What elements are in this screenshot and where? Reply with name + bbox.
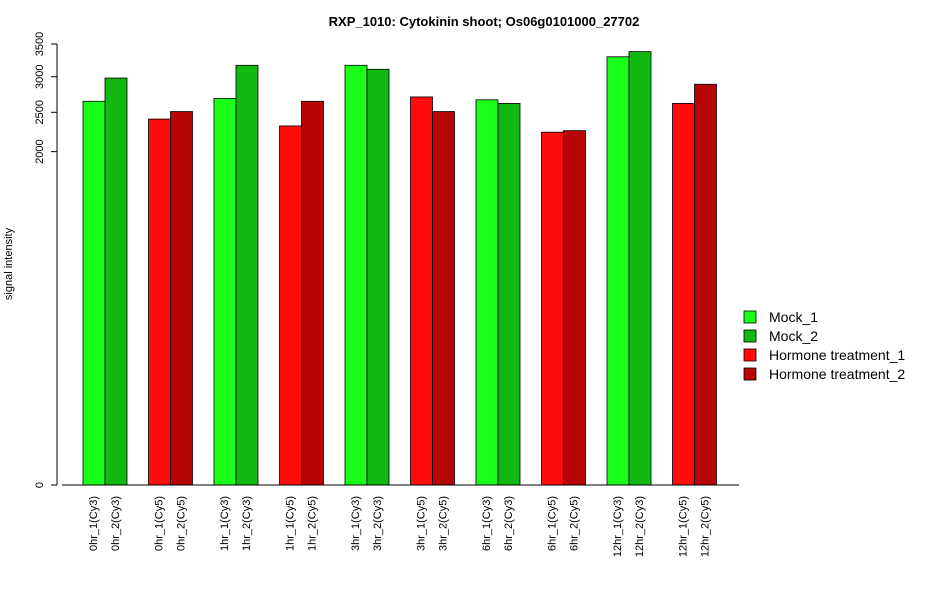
bar (104, 77, 128, 486)
x-tick-label: 6hr_2(Cy3) (503, 496, 515, 551)
legend: Mock_1 Mock_2 Hormone treatment_1 Hormone t… (743, 309, 905, 382)
bar (563, 130, 586, 486)
y-tick-label: 3500 (34, 32, 46, 56)
y-tick-label: 3000 (34, 64, 46, 88)
y-tick-label: 2500 (34, 100, 46, 124)
x-tick-label: 1hr_1(Cy3) (219, 496, 231, 551)
x-tick-label: 12hr_1(Cy3) (612, 496, 624, 557)
x-tick-label: 6hr_1(Cy5) (546, 496, 558, 551)
legend-swatch (743, 310, 757, 324)
x-tick-label: 0hr_1(Cy5) (153, 496, 165, 551)
legend-label: Hormone treatment_2 (769, 366, 905, 382)
legend-swatch (743, 348, 757, 362)
bar (541, 131, 564, 486)
y-tick-label: 0 (34, 482, 46, 488)
x-axis: 0hr_1(Cy3) 0hr_2(Cy3) 0hr_1(Cy5) 0hr_2(Cy5)… (62, 484, 739, 557)
bar (694, 83, 717, 486)
x-tick-label: 1hr_1(Cy5) (284, 496, 296, 551)
bar (475, 99, 499, 486)
legend-item: Mock_1 (743, 309, 818, 325)
bar (628, 51, 652, 486)
y-axis-label: signal intensity (3, 227, 15, 300)
bar (606, 56, 630, 486)
x-tick-label: 1hr_2(Cy5) (306, 496, 318, 551)
bar (235, 64, 259, 486)
x-tick-label: 3hr_2(Cy3) (372, 496, 384, 551)
bar (170, 111, 193, 486)
bar (279, 125, 302, 486)
y-tick-label: 2000 (34, 139, 46, 163)
legend-swatch (743, 367, 757, 381)
bar (497, 103, 521, 486)
legend-label: Mock_1 (769, 309, 818, 325)
x-tick-label: 12hr_1(Cy5) (677, 496, 689, 557)
x-tick-label: 3hr_1(Cy5) (415, 496, 427, 551)
x-tick-label: 6hr_1(Cy3) (481, 496, 493, 551)
bar (366, 68, 390, 486)
legend-label: Mock_2 (769, 328, 818, 344)
legend-label: Hormone treatment_1 (769, 347, 905, 363)
bar (344, 64, 368, 486)
bar (301, 100, 324, 486)
bar (672, 103, 695, 486)
chart-title: RXP_1010: Cytokinin shoot; Os06g0101000_… (329, 14, 640, 29)
x-tick-label: 0hr_2(Cy3) (110, 496, 122, 551)
bar (148, 118, 171, 486)
x-tick-label: 12hr_2(Cy5) (699, 496, 711, 557)
x-tick-label: 3hr_2(Cy5) (437, 496, 449, 551)
x-tick-label: 0hr_2(Cy5) (175, 496, 187, 551)
bar (432, 111, 455, 486)
legend-swatch (743, 329, 757, 343)
x-tick-label: 12hr_2(Cy3) (634, 496, 646, 557)
bar (82, 100, 106, 486)
legend-item: Hormone treatment_1 (743, 347, 905, 363)
bar (213, 97, 237, 486)
legend-item: Mock_2 (743, 328, 818, 344)
x-tick-label: 1hr_2(Cy3) (241, 496, 253, 551)
x-tick-label: 3hr_1(Cy3) (350, 496, 362, 551)
x-tick-label: 0hr_1(Cy3) (88, 496, 100, 551)
x-tick-label: 6hr_2(Cy5) (568, 496, 580, 551)
legend-item: Hormone treatment_2 (743, 366, 905, 382)
y-axis: 0 2000 2500 3000 3500 (34, 32, 58, 488)
bars-group (82, 51, 717, 486)
bar (410, 96, 433, 486)
